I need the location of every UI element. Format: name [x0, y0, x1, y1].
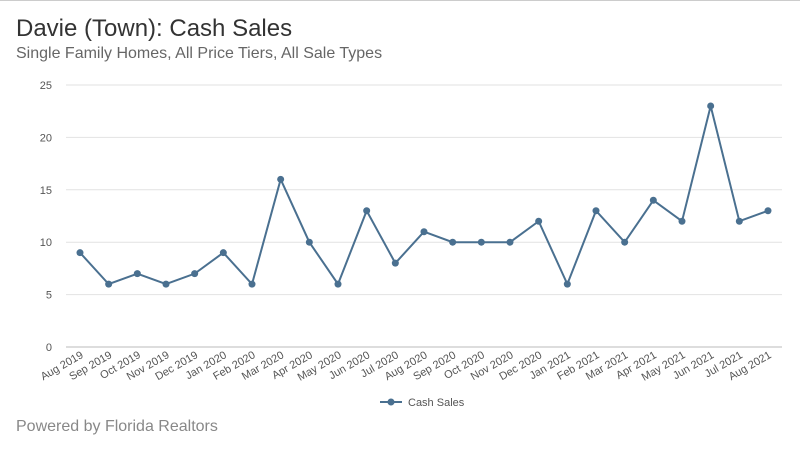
data-point: [105, 280, 113, 288]
data-point: [305, 238, 313, 246]
chart-subtitle: Single Family Homes, All Price Tiers, Al…: [16, 45, 383, 62]
data-point: [420, 228, 428, 236]
y-tick-label: 10: [40, 237, 52, 249]
data-point: [707, 102, 715, 110]
y-tick-label: 15: [40, 185, 52, 197]
data-point: [391, 259, 399, 267]
series-line: [79, 105, 769, 287]
chart-title: Davie (Town): Cash Sales: [16, 15, 293, 42]
powered-by-footer[interactable]: Powered by Florida Realtors: [16, 418, 218, 435]
y-tick-label: 5: [46, 290, 52, 302]
data-point: [592, 207, 600, 215]
data-point: [133, 270, 141, 278]
data-point: [277, 175, 285, 183]
data-point: [535, 217, 543, 225]
data-point: [191, 270, 199, 278]
data-point: [248, 280, 256, 288]
legend-marker: [387, 398, 395, 406]
data-point: [334, 280, 342, 288]
data-point: [764, 207, 772, 215]
y-tick-label: 25: [40, 80, 52, 92]
y-tick-label: 0: [46, 342, 52, 354]
data-point: [449, 238, 457, 246]
data-point: [735, 217, 743, 225]
data-point: [363, 207, 371, 215]
data-point: [162, 280, 170, 288]
y-tick-label: 20: [40, 132, 52, 144]
data-point: [621, 238, 629, 246]
data-point: [563, 280, 571, 288]
data-point: [678, 217, 686, 225]
legend-label: Cash Sales: [408, 397, 465, 409]
data-point: [477, 238, 485, 246]
data-point: [219, 249, 227, 257]
data-point: [506, 238, 514, 246]
data-point: [76, 249, 84, 257]
data-point: [649, 196, 657, 204]
